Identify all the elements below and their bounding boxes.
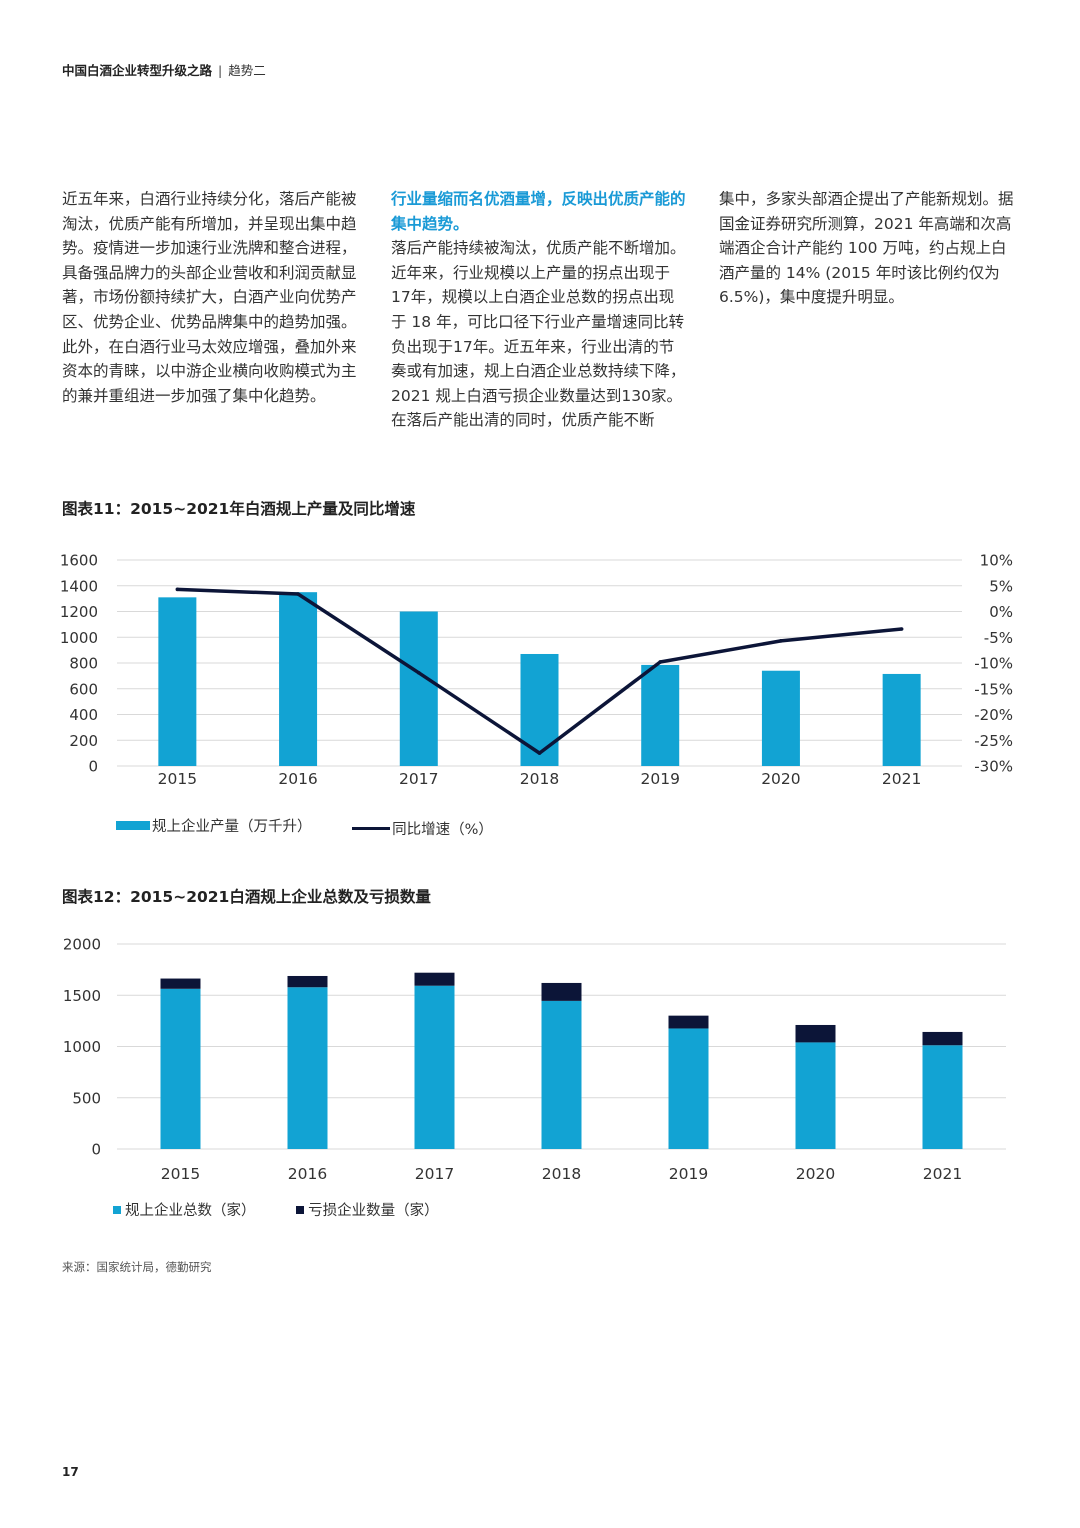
chart11-title: 图表11：2015~2021年白酒规上产量及同比增速 xyxy=(62,500,416,518)
bar-loss-2017 xyxy=(414,972,455,986)
x-tick-label: 2018 xyxy=(542,1165,581,1182)
left-tick-label: 600 xyxy=(69,680,98,698)
x-tick-label: 2016 xyxy=(288,1165,327,1182)
left-tick-label: 1200 xyxy=(60,603,98,621)
text-column-2: 行业量缩而名优酒量增，反映出优质产能的集中趋势。 落后产能持续被淘汰，优质产能不… xyxy=(391,187,689,433)
right-tick-label: -5% xyxy=(984,629,1013,647)
x-tick-label: 2020 xyxy=(796,1165,835,1182)
growth-point-2020 xyxy=(779,639,783,643)
right-tick-label: 5% xyxy=(989,577,1013,595)
bar-output-2017 xyxy=(399,611,438,766)
chart12-legend: 规上企业总数（家） 亏损企业数量（家） xyxy=(113,1199,475,1220)
left-tick-label: 200 xyxy=(69,732,98,750)
x-tick-label: 2017 xyxy=(415,1165,454,1182)
page-header: 中国白酒企业转型升级之路 | 趋势二 xyxy=(62,60,266,79)
bar-total-2018 xyxy=(541,1000,582,1149)
legend-item-total: 规上企业总数（家） xyxy=(113,1199,256,1220)
chart11-legend: 规上企业产量（万千升） 同比增速（%） xyxy=(116,815,529,839)
bar-total-2015 xyxy=(160,988,201,1149)
text-column-1: 近五年来，白酒行业持续分化，落后产能被淘汰，优质产能有所增加，并呈现出集中趋势。… xyxy=(62,187,360,408)
growth-point-2019 xyxy=(658,660,663,664)
header-title: 中国白酒企业转型升级之路 xyxy=(62,63,213,78)
growth-point-2021 xyxy=(899,627,904,631)
legend-label-loss: 亏损企业数量（家） xyxy=(308,1203,439,1219)
bar-total-2020 xyxy=(795,1042,836,1149)
growth-point-2015 xyxy=(175,587,180,592)
bar-loss-2019 xyxy=(668,1015,709,1029)
right-tick-label: -30% xyxy=(974,758,1013,776)
bar-loss-2016 xyxy=(287,975,328,988)
x-tick-label: 2019 xyxy=(669,1165,708,1182)
highlight-heading: 行业量缩而名优酒量增，反映出优质产能的集中趋势。 xyxy=(391,190,686,233)
chart11-figure: 0 200 400 600 800 1000 1200 1400 1600 -30% -25% -20… xyxy=(60,552,1013,789)
x-tick-label: 2020 xyxy=(761,770,800,788)
right-tick-label: 10% xyxy=(980,552,1013,570)
bar-total-2017 xyxy=(414,985,455,1149)
text-column-3: 集中，多家头部酒企提出了产能新规划。据国金证券研究所测算，2021 年高端和次高… xyxy=(719,187,1017,310)
bar-total-2021 xyxy=(922,1045,963,1149)
left-tick-label: 400 xyxy=(69,706,98,724)
right-tick-label: -15% xyxy=(974,680,1013,698)
legend-item-output: 规上企业产量（万千升） xyxy=(116,815,312,836)
growth-point-2016 xyxy=(296,592,300,596)
bar-output-2019 xyxy=(641,664,680,766)
left-tick-label: 1600 xyxy=(60,552,98,570)
bar-total-2019 xyxy=(668,1028,709,1149)
chart12-figure: 0 500 1000 1500 2000 2015 2016 2017 2018 2019 2020… xyxy=(63,936,1006,1182)
bar-total-2016 xyxy=(287,987,328,1149)
legend-swatch-loss xyxy=(296,1205,305,1214)
y-tick-label: 500 xyxy=(72,1089,101,1107)
bar-loss-2020 xyxy=(795,1024,836,1043)
y-tick-label: 0 xyxy=(91,1141,101,1159)
legend-swatch-total xyxy=(113,1205,121,1214)
y-tick-label: 2000 xyxy=(63,936,101,954)
right-tick-label: -20% xyxy=(974,706,1013,724)
left-tick-label: 1000 xyxy=(60,629,98,647)
legend-swatch-bar xyxy=(116,821,150,830)
bar-output-2016 xyxy=(279,592,318,766)
header-separator: | xyxy=(218,63,223,78)
paragraph: 集中，多家头部酒企提出了产能新规划。据国金证券研究所测算，2021 年高端和次高… xyxy=(719,190,1014,307)
legend-label-growth: 同比增速（%） xyxy=(392,822,493,838)
right-tick-label: -25% xyxy=(974,732,1013,750)
left-tick-label: 1400 xyxy=(60,577,98,595)
bar-loss-2018 xyxy=(541,982,582,1001)
legend-swatch-line xyxy=(352,827,391,830)
left-tick-label: 0 xyxy=(88,758,98,776)
bar-loss-2015 xyxy=(160,978,201,989)
legend-label-total: 规上企业总数（家） xyxy=(125,1203,256,1219)
x-tick-label: 2021 xyxy=(923,1165,962,1182)
paragraph: 近五年来，白酒行业持续分化，落后产能被淘汰，优质产能有所增加，并呈现出集中趋势。… xyxy=(62,190,357,405)
x-tick-label: 2019 xyxy=(640,770,679,788)
legend-label-output: 规上企业产量（万千升） xyxy=(152,819,312,835)
x-tick-label: 2021 xyxy=(882,770,921,788)
x-tick-label: 2016 xyxy=(278,770,317,788)
y-tick-label: 1000 xyxy=(63,1038,101,1056)
x-tick-label: 2017 xyxy=(399,770,438,788)
growth-point-2018 xyxy=(537,751,542,755)
growth-point-2017 xyxy=(416,670,421,675)
bar-output-2018 xyxy=(520,653,559,766)
bar-loss-2021 xyxy=(922,1031,963,1046)
right-tick-label: -10% xyxy=(974,655,1013,673)
bar-output-2021 xyxy=(882,673,921,766)
x-tick-label: 2015 xyxy=(158,770,197,788)
legend-item-growth: 同比增速（%） xyxy=(352,818,493,839)
right-tick-label: 0% xyxy=(989,603,1013,621)
y-tick-label: 1500 xyxy=(63,987,101,1005)
paragraph: 落后产能持续被淘汰，优质产能不断增加。近年来，行业规模以上产量的拐点出现于 17… xyxy=(391,239,686,430)
page-number: 17 xyxy=(62,1465,79,1479)
x-tick-label: 2015 xyxy=(161,1165,200,1182)
bar-output-2020 xyxy=(761,670,800,766)
x-tick-label: 2018 xyxy=(520,770,559,788)
header-section: 趋势二 xyxy=(228,63,266,78)
legend-item-loss: 亏损企业数量（家） xyxy=(296,1199,439,1220)
bar-output-2015 xyxy=(158,597,197,766)
left-tick-label: 800 xyxy=(69,655,98,673)
chart12-title: 图表12：2015~2021白酒规上企业总数及亏损数量 xyxy=(62,888,431,906)
source-note: 来源：国家统计局，德勤研究 xyxy=(62,1260,212,1274)
